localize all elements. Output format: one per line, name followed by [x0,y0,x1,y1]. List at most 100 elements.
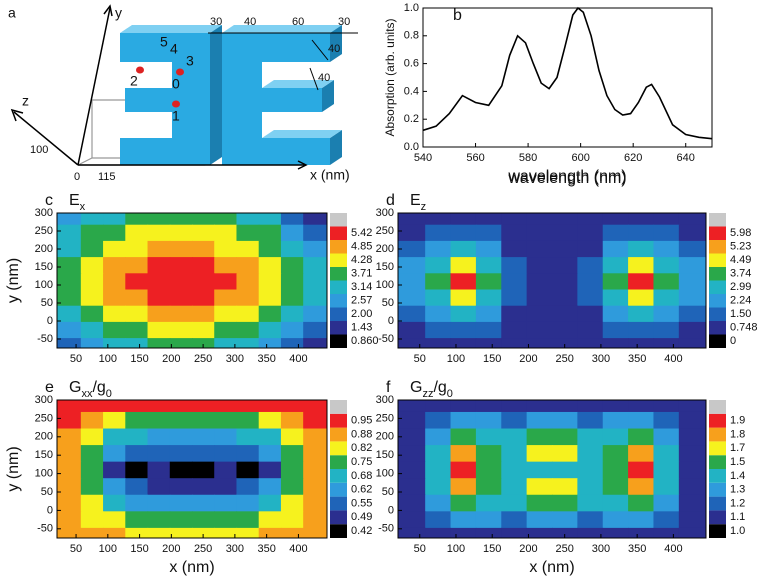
colorbar-box [709,441,726,456]
contour-cell [236,305,260,323]
contour-cell [103,338,126,348]
colorbar-box [330,226,347,240]
contour-cell [577,224,604,242]
contour-cell [526,478,553,496]
contour-cell [552,461,578,479]
contour-cell [236,213,260,226]
contour-cell [678,305,706,323]
contour-cell [280,321,304,339]
contour-cell [147,445,171,463]
contour-cell [628,428,655,446]
contour-cell [653,478,680,496]
contour-cell [57,321,82,339]
contour-cell [552,289,578,307]
contour-cell [103,240,126,258]
contour-cell [236,428,260,446]
contour-cell [450,400,477,413]
contour-cell [475,478,502,496]
y-tick-label: 300 [35,207,53,219]
contour-cell [192,305,215,323]
x-tick-label: 100 [447,353,465,365]
panel-label: c [45,192,53,209]
contour-cell [214,411,238,430]
contour-cell [628,511,655,529]
contour-cell [147,511,171,529]
contour-cell [80,321,104,339]
x-tick-label: 640 [677,152,695,164]
axis-label: x (nm) [310,167,350,183]
contour-cell [577,213,604,226]
colorbar-label: 2.57 [351,295,372,307]
contour-cell [475,494,502,512]
contour-cell [526,305,553,323]
contour-cell [678,428,706,446]
x-tick-label: 250 [556,543,574,555]
site-label: 0 [172,76,180,92]
x-tick-label: 250 [194,353,212,365]
spectrum-line [422,6,713,140]
contour-cell [258,400,282,413]
contour-cell [147,213,171,226]
axis-mark: 100 [30,144,48,156]
contour-cell [103,494,126,512]
contour-cell [303,257,327,274]
dimension: 60 [292,16,304,28]
contour-cell [103,411,126,430]
contour-cell [475,289,502,307]
contour-cell [475,445,502,463]
contour-cell [103,400,126,413]
contour-cell [280,257,304,274]
colorbar-box [330,455,347,469]
y-tick-label: 50 [41,486,53,498]
y-tick-label: 150 [35,261,53,273]
x-tick-label: 150 [130,543,148,555]
contour-cell [425,428,452,446]
panel-title: Gxx/g0 [69,379,112,400]
contour-cell [125,224,149,242]
contour-cell [602,224,629,242]
title-part: xx [81,388,93,400]
colorbar-label: 1.43 [351,322,372,334]
y-tick-label: 250 [35,225,53,237]
contour-cell [552,494,578,512]
contour-cell [169,289,193,307]
colorbar-label: 4.28 [351,254,372,266]
contour-cell [628,224,655,242]
contour-cell [280,511,304,529]
colorbar-box [709,226,726,240]
contour-cell [214,224,238,242]
contour-cell [501,289,528,307]
y-tick-label: 100 [376,468,394,480]
letter-3 [120,33,210,165]
x-tick-label: 100 [447,543,465,555]
colorbar-box [709,496,726,511]
x-tick-label: 50 [70,543,82,555]
contour-cell [526,511,553,529]
contour-cell [577,478,604,496]
contour-cell [577,411,604,430]
contour-cell [526,411,553,430]
contour-cell [214,305,238,323]
contour-cell [450,338,477,348]
contour-cell [602,273,629,291]
contour-cell [398,461,426,479]
colorbar-box [330,469,347,483]
letter-e [222,33,330,165]
site-label: 2 [130,73,138,89]
contour-cell [552,273,578,291]
title-part: z [421,201,427,213]
contour-cell [258,527,282,538]
contour-cell [80,289,104,307]
contour-cell [57,411,82,430]
plot-frame [422,7,713,148]
contour-cell [80,257,104,274]
contour-cell [214,511,238,529]
contour-cell [653,338,680,348]
contour-cell [214,321,238,339]
contour-cell [678,273,706,291]
contour-cell [147,289,171,307]
contour-cell [280,273,304,291]
contour-cell [501,321,528,339]
contour-cell [236,511,260,529]
